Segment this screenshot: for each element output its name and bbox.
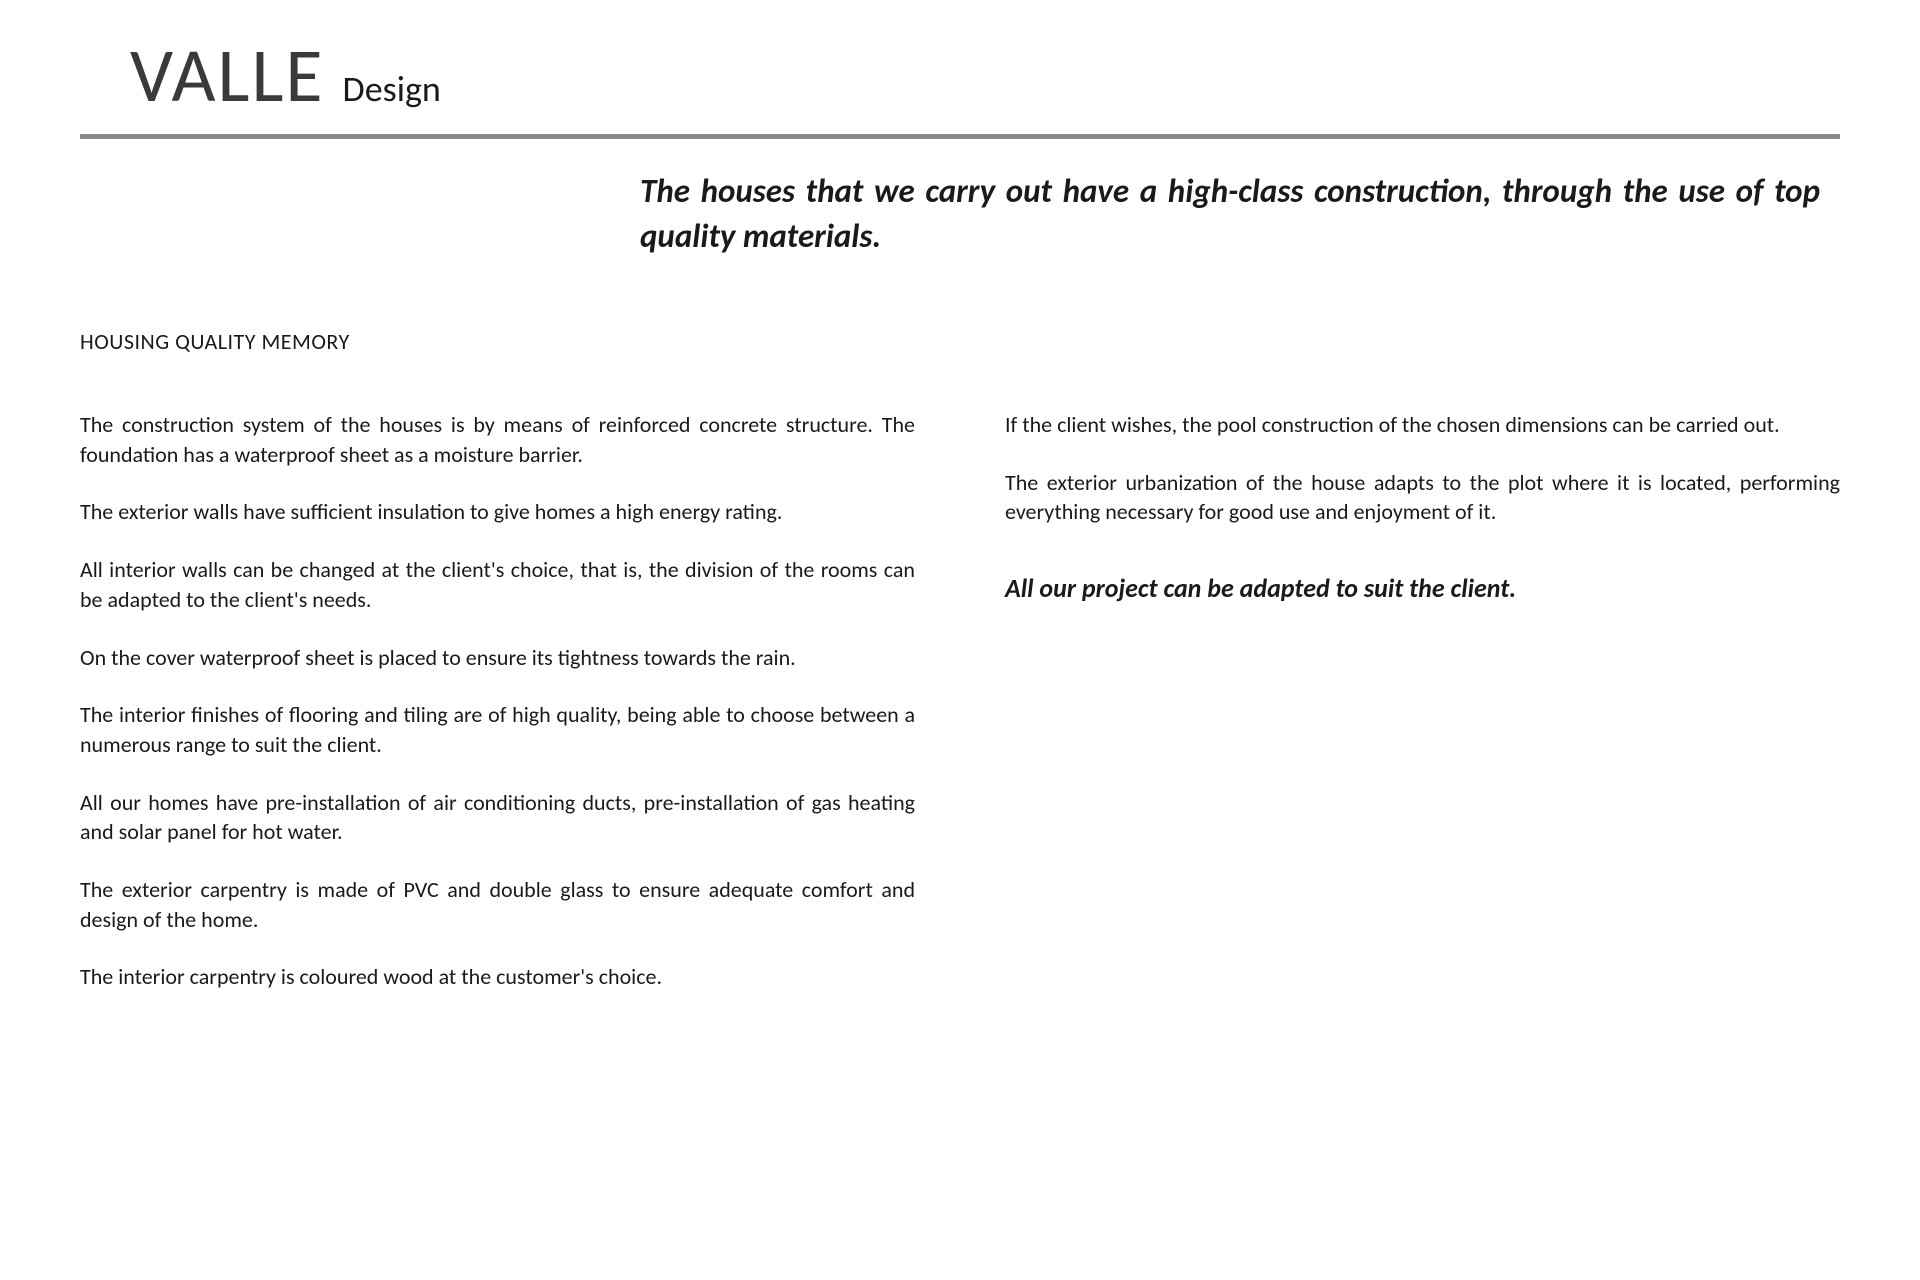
header: VALLE Design — [80, 30, 1840, 139]
body-paragraph: The construction system of the houses is… — [80, 410, 915, 469]
body-paragraph: The interior carpentry is coloured wood … — [80, 962, 915, 992]
body-paragraph: All our homes have pre-installation of a… — [80, 788, 915, 847]
body-paragraph: The interior finishes of flooring and ti… — [80, 700, 915, 759]
columns: The construction system of the houses is… — [80, 410, 1840, 1020]
intro-text: The houses that we carry out have a high… — [640, 169, 1820, 258]
section-title: HOUSING QUALITY MEMORY — [80, 328, 1840, 355]
left-column: The construction system of the houses is… — [80, 410, 915, 1020]
body-paragraph: The exterior walls have sufficient insul… — [80, 497, 915, 527]
body-paragraph: On the cover waterproof sheet is placed … — [80, 643, 915, 673]
brand-sub: Design — [343, 67, 441, 111]
body-paragraph: The exterior urbanization of the house a… — [1005, 468, 1840, 527]
right-column: If the client wishes, the pool construct… — [1005, 410, 1840, 1020]
closing-statement: All our project can be adapted to suit t… — [1005, 572, 1840, 604]
body-paragraph: All interior walls can be changed at the… — [80, 555, 915, 614]
body-paragraph: The exterior carpentry is made of PVC an… — [80, 875, 915, 934]
brand-main: VALLE — [130, 30, 325, 122]
body-paragraph: If the client wishes, the pool construct… — [1005, 410, 1840, 440]
